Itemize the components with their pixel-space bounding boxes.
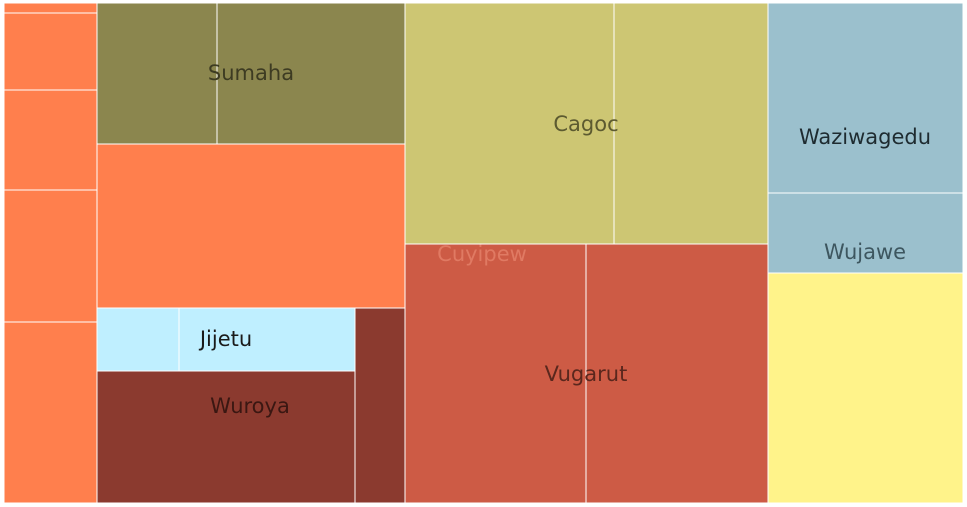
treemap-tile-0-2	[3, 89, 98, 191]
treemap-group-label: Wujawe	[824, 240, 906, 264]
treemap-group-label: Sumaha	[208, 61, 294, 85]
treemap-tile-3-1	[354, 307, 406, 504]
treemap-tile-3-0	[96, 370, 356, 504]
treemap-tile-8-0	[767, 272, 964, 504]
treemap-tile-7-0	[767, 192, 964, 274]
treemap-tile-4-1	[613, 2, 769, 245]
treemap-child-label: Cuyipew	[437, 242, 527, 266]
treemap-tile-0-3	[3, 189, 98, 323]
treemap-tile-5-0	[404, 243, 587, 504]
treemap-tile-6-0	[767, 2, 964, 194]
treemap-tile-1-0	[96, 2, 218, 145]
treemap-group-label: Wuroya	[210, 394, 290, 418]
treemap-group-label: Vugarut	[545, 362, 628, 386]
treemap-labels: Sumaha Jijetu Wuroya Cagoc Cuyipew Vugarut Waz…	[198, 61, 931, 418]
treemap-group-label: Jijetu	[198, 327, 252, 351]
treemap-tile-5-1	[585, 243, 769, 504]
treemap-tile-4-0	[404, 2, 615, 245]
treemap-tile-2-0	[96, 307, 180, 372]
treemap-tile-0-0	[3, 2, 98, 14]
treemap-tile-0-1	[3, 12, 98, 91]
treemap-tile-2-1	[178, 307, 356, 372]
treemap-tile-0-5	[96, 143, 406, 309]
treemap-group-label: Waziwagedu	[799, 125, 931, 149]
treemap-tile-1-1	[216, 2, 406, 145]
treemap-group-label: Cagoc	[553, 112, 618, 136]
treemap-tiles	[3, 2, 964, 504]
treemap-tile-0-4	[3, 321, 98, 504]
